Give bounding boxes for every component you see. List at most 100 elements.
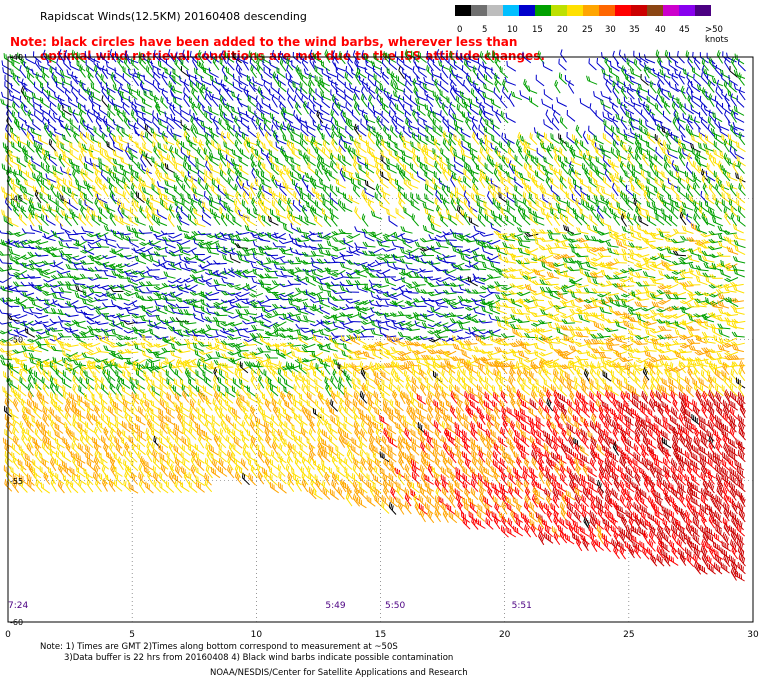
wind-barb bbox=[80, 274, 93, 278]
wind-barb bbox=[310, 303, 324, 312]
wind-barb bbox=[144, 168, 155, 181]
wind-barb bbox=[445, 96, 458, 107]
wind-barb bbox=[168, 275, 181, 285]
wind-barb bbox=[710, 274, 723, 278]
wind-barb bbox=[505, 61, 518, 71]
wind-barb bbox=[602, 73, 615, 84]
wind-barb bbox=[687, 237, 700, 242]
wind-barb bbox=[307, 94, 318, 107]
wind-barb bbox=[558, 117, 570, 129]
wind-barb bbox=[154, 252, 167, 257]
wind-barb bbox=[279, 325, 293, 331]
wind-barb bbox=[562, 262, 576, 271]
wind-barb bbox=[453, 124, 465, 136]
wind-barb bbox=[355, 280, 368, 284]
wind-barb bbox=[339, 262, 353, 269]
wind-barb bbox=[565, 110, 578, 121]
wind-barb bbox=[159, 96, 171, 108]
wind-barb bbox=[637, 53, 650, 63]
wind-barb bbox=[200, 215, 213, 226]
wind-barb bbox=[170, 292, 184, 299]
wind-barb bbox=[237, 68, 250, 77]
wind-barb bbox=[117, 244, 130, 249]
wind-barb bbox=[209, 75, 222, 85]
wind-barb bbox=[734, 199, 747, 210]
wind-barb bbox=[133, 128, 147, 137]
wind-barb bbox=[280, 108, 290, 121]
wind-barb bbox=[6, 176, 16, 189]
wind-barb bbox=[305, 155, 318, 166]
wind-barb bbox=[490, 51, 503, 62]
wind-barb bbox=[23, 120, 36, 129]
wind-barb bbox=[478, 51, 489, 64]
wind-barb bbox=[314, 88, 327, 99]
wind-barb bbox=[406, 311, 419, 320]
wind-barb bbox=[387, 149, 400, 160]
wind-barb bbox=[53, 92, 67, 101]
wind-barb bbox=[390, 311, 403, 317]
wind-barb bbox=[362, 325, 375, 330]
wind-barb bbox=[531, 311, 544, 317]
wind-barb bbox=[602, 206, 614, 218]
wind-barb bbox=[631, 193, 644, 204]
wind-barb bbox=[155, 217, 169, 226]
wind-barb bbox=[134, 292, 148, 300]
wind-barb bbox=[450, 242, 463, 247]
wind-barb bbox=[116, 199, 127, 212]
wind-barb bbox=[57, 309, 71, 315]
wind-barb bbox=[557, 59, 569, 71]
wind-barb bbox=[436, 229, 449, 239]
wind-barb bbox=[397, 198, 408, 211]
wind-barb bbox=[28, 251, 41, 256]
wind-barb bbox=[548, 301, 561, 307]
wind-barb bbox=[31, 186, 44, 196]
wind-barb bbox=[699, 191, 711, 203]
wind-barb bbox=[348, 317, 361, 321]
wind-barb bbox=[733, 54, 746, 64]
wind-barb bbox=[450, 287, 463, 292]
wind-barb bbox=[174, 52, 186, 64]
wind-barb bbox=[133, 106, 147, 114]
wind-barb bbox=[206, 325, 219, 331]
wind-barb bbox=[285, 140, 296, 153]
wind-barb bbox=[347, 260, 360, 264]
wind-barb bbox=[113, 214, 126, 224]
wind-barb bbox=[643, 286, 657, 293]
wind-barb bbox=[437, 178, 450, 188]
wind-barb bbox=[148, 225, 162, 233]
wind-barb bbox=[510, 274, 523, 278]
wind-barb bbox=[76, 103, 89, 114]
wind-barb bbox=[683, 103, 696, 113]
wind-barb bbox=[190, 273, 203, 279]
wind-barb bbox=[452, 157, 465, 167]
wind-barb bbox=[201, 67, 214, 77]
wind-barb bbox=[7, 217, 20, 226]
wind-barb bbox=[652, 154, 664, 166]
wind-barb bbox=[57, 154, 68, 167]
wind-barb bbox=[416, 119, 429, 130]
wind-barb bbox=[707, 94, 717, 107]
wind-barb bbox=[442, 252, 456, 258]
wind-barb bbox=[341, 192, 354, 202]
wind-barb bbox=[229, 319, 243, 327]
wind-barb bbox=[713, 96, 725, 108]
wind-barb bbox=[207, 106, 220, 115]
wind-barb bbox=[0, 210, 13, 220]
wind-barb bbox=[566, 177, 578, 189]
wind-barb bbox=[540, 251, 554, 260]
wind-barb bbox=[732, 224, 746, 233]
wind-barb bbox=[226, 58, 238, 70]
wind-barb bbox=[555, 97, 568, 106]
wind-barb bbox=[598, 144, 612, 152]
wind-barb bbox=[401, 59, 414, 69]
wind-barb bbox=[36, 135, 49, 144]
wind-barb bbox=[421, 296, 434, 300]
wind-barb bbox=[644, 141, 657, 152]
wind-barb bbox=[59, 323, 73, 330]
wind-barb bbox=[81, 310, 94, 315]
wind-barb bbox=[350, 110, 362, 122]
wind-barb bbox=[298, 82, 310, 94]
wind-barb bbox=[444, 236, 457, 240]
wind-barb bbox=[473, 226, 487, 234]
wind-barb bbox=[296, 307, 310, 314]
